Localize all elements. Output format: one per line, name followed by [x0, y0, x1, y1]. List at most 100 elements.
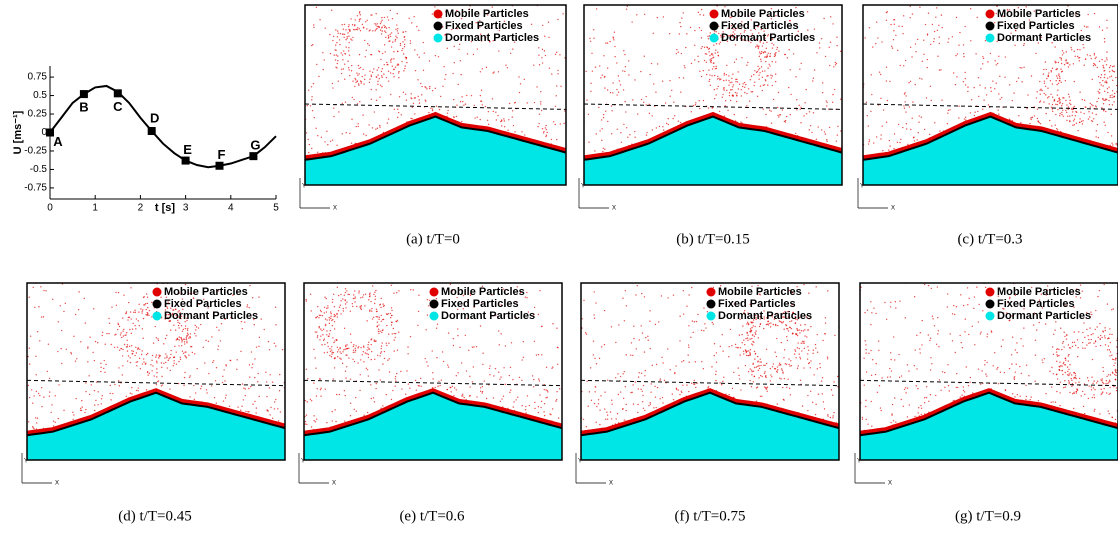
particle	[397, 28, 398, 29]
legend-swatch	[153, 312, 162, 321]
marker	[148, 127, 156, 135]
particle	[1061, 365, 1062, 366]
particle	[1105, 111, 1106, 112]
particle	[312, 44, 313, 45]
particle	[337, 347, 338, 348]
particle	[927, 59, 928, 60]
particle	[963, 390, 964, 391]
particle	[348, 47, 349, 48]
particle	[1072, 115, 1073, 116]
particle	[807, 395, 808, 396]
particle	[870, 350, 871, 351]
particle	[1014, 45, 1015, 46]
particle	[1079, 118, 1080, 119]
particle	[755, 330, 756, 331]
particle	[370, 384, 371, 385]
particle	[784, 349, 785, 350]
particle	[383, 73, 384, 74]
particle	[1052, 346, 1053, 347]
particle	[391, 307, 392, 308]
particle	[346, 344, 347, 345]
particle	[178, 345, 179, 346]
particle	[633, 338, 634, 339]
particle	[486, 67, 487, 68]
particle	[607, 380, 608, 381]
particle	[716, 88, 717, 89]
point-label: A	[53, 134, 63, 149]
particle	[143, 318, 144, 319]
particle	[1079, 92, 1080, 93]
particle	[876, 136, 877, 137]
particle	[146, 389, 147, 390]
particle	[956, 373, 957, 374]
particle	[748, 88, 749, 89]
particle	[886, 20, 887, 21]
particle	[29, 363, 30, 364]
particle	[415, 380, 416, 381]
particle	[586, 99, 587, 100]
particle	[332, 420, 333, 421]
particle	[346, 290, 347, 291]
particle	[937, 30, 938, 31]
particle	[206, 389, 207, 390]
particle	[366, 28, 367, 29]
particle	[358, 68, 359, 69]
particle	[647, 336, 648, 337]
particle	[807, 329, 808, 330]
particle	[348, 357, 349, 358]
particle	[190, 333, 191, 334]
particle	[1044, 93, 1045, 94]
particle	[166, 355, 167, 356]
particle	[443, 66, 444, 67]
particle	[699, 71, 700, 72]
particle	[184, 341, 185, 342]
particle	[477, 48, 478, 49]
particle	[317, 316, 318, 317]
legend-label: Mobile Particles	[718, 286, 802, 298]
particle	[147, 353, 148, 354]
particle	[1073, 408, 1074, 409]
particle	[777, 366, 778, 367]
particle	[28, 385, 29, 386]
particle	[354, 301, 355, 302]
particle	[127, 350, 128, 351]
particle	[790, 360, 791, 361]
particle	[898, 25, 899, 26]
particle	[1086, 329, 1087, 330]
particle	[341, 52, 342, 53]
particle	[558, 417, 559, 418]
particle	[423, 70, 424, 71]
particle	[1094, 64, 1095, 65]
particle	[929, 340, 930, 341]
particle	[1058, 349, 1059, 350]
particle	[727, 110, 728, 111]
particle	[1115, 77, 1116, 78]
particle	[583, 300, 584, 301]
particle	[624, 419, 625, 420]
particle	[365, 352, 366, 353]
particle	[591, 400, 592, 401]
particle	[100, 363, 101, 364]
particle	[523, 357, 524, 358]
particle	[880, 134, 881, 135]
particle	[1111, 417, 1112, 418]
triad-y-label: Y	[860, 184, 864, 190]
particle	[680, 91, 681, 92]
particle	[218, 345, 219, 346]
particle	[337, 63, 338, 64]
particle	[827, 358, 828, 359]
particle	[370, 301, 371, 302]
particle	[893, 420, 894, 421]
particle	[653, 33, 654, 34]
particle	[816, 139, 817, 140]
particle	[756, 45, 757, 46]
particle	[402, 48, 403, 49]
particle	[378, 369, 379, 370]
particle	[34, 307, 35, 308]
particle	[800, 122, 801, 123]
particle	[349, 29, 350, 30]
particle	[351, 65, 352, 66]
particle	[909, 106, 910, 107]
particle	[392, 390, 393, 391]
particle	[964, 72, 965, 73]
